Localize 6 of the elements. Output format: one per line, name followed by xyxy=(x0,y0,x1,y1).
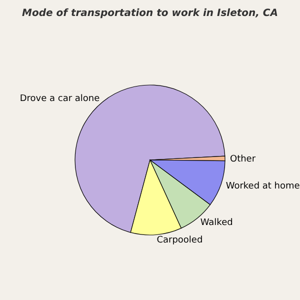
slice-label: Worked at home xyxy=(226,182,300,192)
slice-label: Drove a car alone xyxy=(20,94,100,104)
slice-label: Other xyxy=(230,154,256,164)
chart-title: Mode of transportation to work in Isleton, CA xyxy=(22,8,278,19)
slice-label: Walked xyxy=(200,218,233,228)
slice-label: Carpooled xyxy=(156,236,203,246)
